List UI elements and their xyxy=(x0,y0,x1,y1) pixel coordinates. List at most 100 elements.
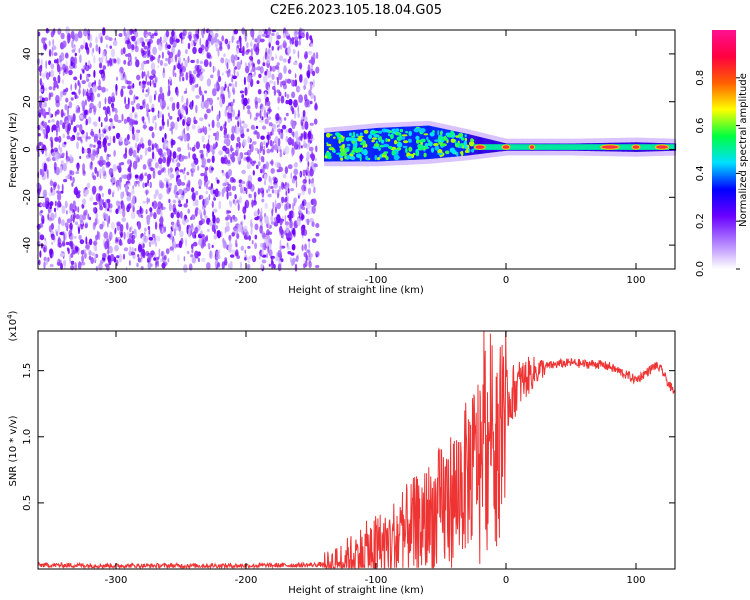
noise-speckle xyxy=(99,223,104,230)
noise-speckle xyxy=(193,33,196,38)
noise-speckle xyxy=(246,42,249,49)
noise-speckle xyxy=(77,224,81,228)
noise-speckle xyxy=(191,248,194,254)
noise-speckle xyxy=(143,235,148,243)
noise-speckle xyxy=(191,124,196,130)
noise-speckle xyxy=(300,153,303,162)
noise-speckle xyxy=(157,201,162,210)
noise-speckle xyxy=(54,166,57,174)
noise-speckle xyxy=(146,197,149,205)
noise-speckle xyxy=(76,190,81,194)
noise-speckle xyxy=(151,201,154,207)
noise-speckle xyxy=(98,143,102,149)
noise-speckle xyxy=(70,97,74,101)
noise-speckle xyxy=(129,124,133,132)
noise-speckle xyxy=(126,222,129,231)
noise-speckle xyxy=(203,144,206,149)
noise-speckle xyxy=(72,250,76,255)
noise-speckle xyxy=(230,77,233,83)
band-core xyxy=(467,134,470,156)
noise-speckle xyxy=(294,39,299,48)
noise-speckle xyxy=(278,72,283,81)
noise-speckle xyxy=(140,137,144,145)
band-blob xyxy=(420,138,426,143)
noise-speckle xyxy=(260,263,264,270)
noise-speckle xyxy=(308,141,310,148)
noise-speckle xyxy=(271,208,274,217)
noise-speckle xyxy=(299,74,303,83)
noise-speckle xyxy=(51,236,55,241)
band-core xyxy=(357,129,359,162)
noise-speckle xyxy=(84,64,90,72)
band-core xyxy=(424,125,427,160)
noise-speckle xyxy=(147,173,152,181)
noise-speckle xyxy=(284,214,287,223)
noise-speckle xyxy=(144,189,150,195)
noise-speckle xyxy=(136,103,141,110)
colorbar-gradient xyxy=(712,30,736,269)
noise-speckle xyxy=(191,257,197,264)
noise-speckle xyxy=(294,130,299,140)
band-blob xyxy=(340,157,344,161)
noise-speckle xyxy=(290,172,293,180)
band-core xyxy=(434,126,436,159)
noise-speckle xyxy=(48,40,51,47)
noise-speckle xyxy=(266,55,271,64)
noise-speckle xyxy=(262,148,266,156)
noise-speckle xyxy=(230,105,233,113)
band-blob xyxy=(325,152,332,157)
band-core xyxy=(367,128,370,162)
noise-speckle xyxy=(52,76,57,82)
noise-speckle xyxy=(300,224,306,233)
noise-speckle xyxy=(172,68,175,77)
noise-speckle xyxy=(184,105,188,112)
noise-speckle xyxy=(81,133,86,139)
noise-speckle xyxy=(292,227,296,236)
noise-speckle xyxy=(112,125,116,129)
noise-speckle xyxy=(224,226,227,234)
noise-speckle xyxy=(83,39,86,49)
noise-speckle xyxy=(78,88,81,95)
band-blob xyxy=(354,141,358,148)
noise-speckle xyxy=(194,64,200,71)
band-blob xyxy=(405,147,408,154)
noise-speckle xyxy=(246,156,250,163)
noise-speckle xyxy=(56,58,59,64)
noise-speckle xyxy=(69,154,73,160)
band-core xyxy=(370,128,373,162)
noise-speckle xyxy=(252,141,257,145)
noise-speckle xyxy=(80,250,85,255)
noise-speckle xyxy=(60,52,65,62)
noise-speckle xyxy=(305,207,308,215)
noise-speckle xyxy=(307,187,312,195)
noise-speckle xyxy=(270,168,275,174)
noise-speckle xyxy=(258,152,261,161)
noise-speckle xyxy=(298,195,300,199)
noise-speckle xyxy=(111,104,115,113)
noise-speckle xyxy=(155,235,161,242)
noise-speckle xyxy=(184,59,188,68)
noise-speckle xyxy=(158,157,163,165)
noise-speckle xyxy=(164,133,167,140)
noise-speckle xyxy=(192,241,198,247)
noise-speckle xyxy=(288,127,293,134)
noise-speckle xyxy=(145,209,148,215)
noise-speckle xyxy=(244,257,247,261)
noise-speckle xyxy=(128,165,131,173)
noise-speckle xyxy=(41,37,46,44)
band-core xyxy=(422,125,425,160)
noise-speckle xyxy=(139,67,142,72)
noise-speckle xyxy=(58,66,63,71)
band-blob xyxy=(464,134,467,138)
band-core xyxy=(406,126,408,161)
band-core xyxy=(358,129,360,162)
noise-speckle xyxy=(199,149,204,154)
noise-speckle xyxy=(127,61,130,66)
noise-speckle xyxy=(75,191,81,199)
band-core xyxy=(344,130,347,162)
noise-speckle xyxy=(285,202,290,210)
noise-speckle xyxy=(105,54,108,64)
noise-speckle xyxy=(295,137,300,145)
noise-speckle xyxy=(66,135,71,140)
noise-speckle xyxy=(257,89,262,95)
